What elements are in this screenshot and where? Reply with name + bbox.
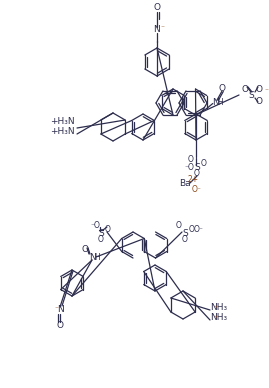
Text: +H₃N: +H₃N bbox=[50, 128, 75, 137]
Text: S: S bbox=[194, 163, 200, 171]
Text: ⁻O: ⁻O bbox=[184, 163, 194, 171]
Text: O: O bbox=[256, 97, 263, 106]
Text: O: O bbox=[189, 225, 195, 234]
Text: O: O bbox=[176, 222, 182, 230]
Text: O: O bbox=[242, 85, 249, 94]
Text: H: H bbox=[94, 253, 100, 263]
Text: O: O bbox=[98, 236, 104, 244]
Text: O: O bbox=[188, 156, 194, 165]
Text: S: S bbox=[248, 90, 254, 99]
Text: N: N bbox=[89, 253, 95, 263]
Text: ⁻: ⁻ bbox=[160, 24, 164, 33]
Text: ⁻: ⁻ bbox=[264, 87, 268, 95]
Text: ⁻: ⁻ bbox=[54, 305, 58, 314]
Text: S: S bbox=[182, 229, 188, 237]
Text: O: O bbox=[256, 85, 263, 94]
Text: ⁺: ⁺ bbox=[213, 303, 217, 312]
Text: O: O bbox=[182, 236, 188, 244]
Text: ⁻O: ⁻O bbox=[90, 222, 100, 230]
Text: +H₃N: +H₃N bbox=[50, 118, 75, 126]
Text: NH₃: NH₃ bbox=[210, 303, 227, 312]
Text: N: N bbox=[57, 305, 63, 315]
Text: S: S bbox=[98, 229, 104, 237]
Text: NH₃: NH₃ bbox=[210, 314, 227, 322]
Text: O: O bbox=[194, 170, 200, 178]
Text: O: O bbox=[105, 225, 111, 234]
Text: ⁺: ⁺ bbox=[213, 314, 217, 322]
Text: N: N bbox=[154, 26, 160, 35]
Text: O: O bbox=[56, 322, 63, 331]
Text: H: H bbox=[217, 98, 223, 107]
Text: O: O bbox=[82, 244, 89, 253]
Text: O⁻: O⁻ bbox=[194, 225, 204, 234]
Text: O: O bbox=[218, 84, 225, 93]
Text: 2+: 2+ bbox=[187, 175, 199, 185]
Text: O⁻: O⁻ bbox=[192, 185, 202, 194]
Text: O: O bbox=[201, 159, 207, 168]
Text: O: O bbox=[154, 3, 161, 12]
Text: Ba: Ba bbox=[179, 178, 191, 187]
Text: N: N bbox=[213, 98, 219, 107]
